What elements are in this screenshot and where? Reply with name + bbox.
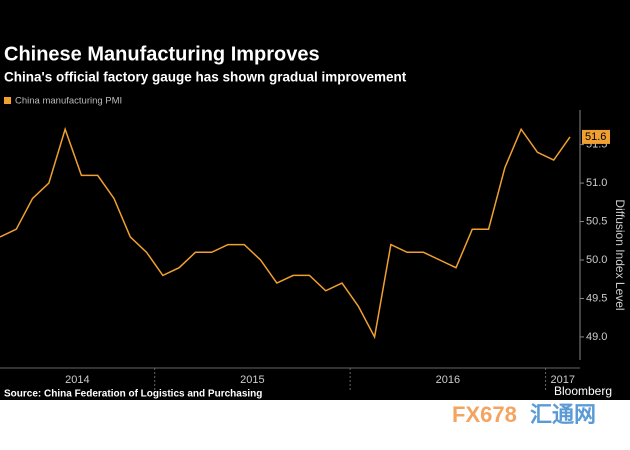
y-axis-label: Diffusion Index Level [613,199,627,310]
legend-label: China manufacturing PMI [15,96,122,107]
x-tick-label: 2014 [65,374,89,386]
watermark-name: 汇通网 [530,402,596,427]
x-tick-label: 2015 [240,374,264,386]
y-tick-label: 51.0 [586,177,607,189]
last-value-label: 51.6 [585,131,606,143]
y-tick-label: 50.5 [586,215,607,227]
brand: Bloomberg [554,384,612,398]
x-tick-label: 2016 [436,374,460,386]
chart-title: Chinese Manufacturing Improves [4,43,320,65]
legend-swatch [4,97,11,104]
background [0,0,630,400]
chart-subtitle: China's official factory gauge has shown… [4,70,407,85]
last-value-box [582,129,610,144]
data-line [0,126,571,340]
y-tick-label: 49.0 [586,331,607,343]
y-tick-label: 50.0 [586,254,607,266]
watermark-brand: FX678 [452,402,517,427]
source: Source: China Federation of Logistics an… [4,389,262,400]
x-tick-label: 2017 [551,374,575,386]
y-tick-label: 49.5 [586,292,607,304]
